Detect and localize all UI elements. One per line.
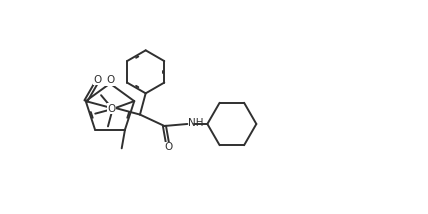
Text: O: O	[164, 142, 172, 152]
Text: O: O	[106, 75, 114, 85]
Text: O: O	[93, 75, 101, 85]
Text: O: O	[107, 104, 116, 114]
Text: NH: NH	[188, 119, 203, 128]
